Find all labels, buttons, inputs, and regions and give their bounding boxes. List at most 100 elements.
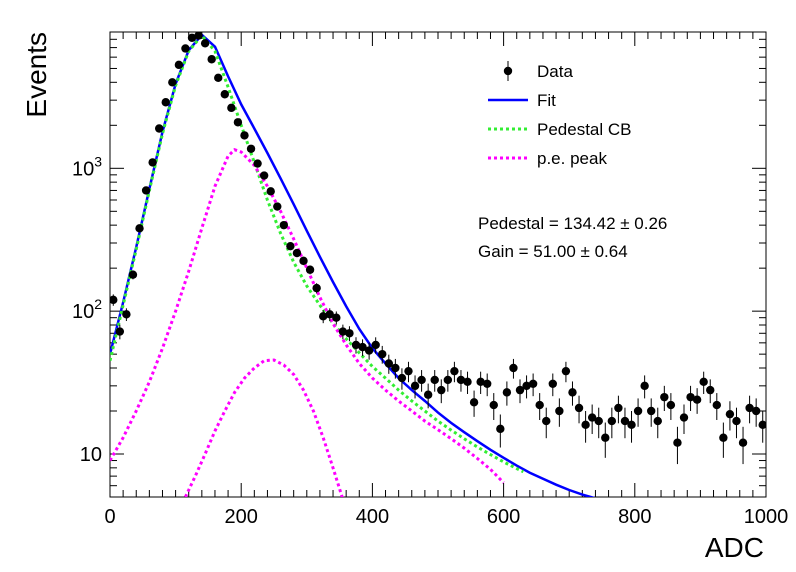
data-point	[364, 346, 374, 355]
series-line-pe-peak-2	[184, 358, 344, 497]
data-point	[456, 375, 466, 385]
data-point	[633, 406, 643, 416]
data-point	[647, 406, 656, 416]
data-point	[653, 416, 662, 426]
data-point	[384, 359, 393, 368]
gain-annotation: Gain = 51.00 ± 0.64	[478, 242, 628, 261]
data-point	[299, 256, 308, 266]
data-point	[738, 438, 748, 447]
data-point	[706, 385, 715, 395]
data-point	[686, 392, 695, 402]
data-point	[273, 202, 282, 211]
data-point	[555, 406, 564, 416]
data-point	[581, 420, 590, 430]
data-point	[719, 433, 728, 442]
data-point	[404, 366, 413, 376]
x-tick-label: 200	[225, 506, 258, 528]
data-point	[620, 416, 630, 426]
data-point	[410, 381, 420, 391]
data-point	[200, 39, 210, 48]
data-point	[574, 403, 584, 413]
data-point	[561, 366, 571, 376]
legend-marker	[503, 66, 513, 76]
data-point	[312, 283, 321, 293]
axis-ticks	[109, 31, 767, 498]
data-point	[371, 340, 380, 350]
data-point	[483, 379, 492, 389]
data-point	[128, 270, 138, 279]
data-point	[358, 342, 367, 352]
data-point	[155, 124, 164, 133]
data-point	[122, 310, 131, 319]
x-axis-title: ADC	[705, 532, 764, 563]
data-point	[725, 409, 735, 419]
data-point	[253, 159, 262, 168]
x-tick-label: 0	[104, 506, 115, 528]
data-point	[220, 90, 229, 99]
data-point	[378, 349, 387, 359]
data-point	[279, 220, 289, 230]
pedestal-annotation: Pedestal = 134.42 ± 0.26	[478, 214, 667, 233]
data-point	[305, 265, 315, 274]
data-point	[692, 395, 702, 404]
data-point	[732, 416, 741, 426]
data-point	[286, 241, 295, 251]
data-point	[325, 310, 334, 319]
data-point	[699, 377, 708, 387]
x-tick-label: 800	[618, 506, 651, 528]
data-point	[181, 44, 190, 53]
data-point	[246, 144, 256, 153]
data-point	[535, 400, 544, 410]
data-point	[148, 158, 157, 167]
data-point	[338, 327, 348, 336]
data-point	[489, 400, 498, 410]
data-point	[319, 312, 328, 321]
y-tick-label: 103	[72, 153, 102, 180]
y-axis-title: Events	[21, 32, 52, 118]
data-point	[443, 375, 453, 385]
x-tick-label: 600	[487, 506, 520, 528]
legend-label: Fit	[537, 91, 556, 110]
data-point	[391, 363, 400, 373]
data-point	[135, 224, 144, 233]
data-point	[548, 379, 557, 389]
data-point	[476, 377, 485, 387]
data-point	[141, 186, 151, 195]
data-point	[601, 433, 610, 442]
data-point	[240, 131, 249, 140]
data-point	[214, 73, 223, 83]
data-point	[174, 60, 184, 70]
legend-entry: Fit	[488, 91, 556, 110]
data-point	[627, 420, 636, 430]
y-tick-label: 102	[72, 296, 102, 323]
series-line-p-e-peak	[110, 147, 505, 484]
data-point	[528, 379, 538, 389]
data-point	[496, 424, 505, 434]
data-point	[509, 363, 518, 373]
data-point	[292, 248, 302, 258]
data-point	[679, 413, 689, 422]
legend-entry: p.e. peak	[488, 149, 607, 168]
data-point	[233, 118, 243, 127]
y-tick-label: 10	[80, 444, 102, 466]
data-point	[515, 385, 525, 395]
data-point	[673, 438, 682, 447]
data-point	[161, 98, 170, 107]
data-point	[437, 385, 446, 395]
data-point	[351, 340, 361, 350]
data-point	[417, 375, 426, 385]
data-point	[115, 327, 125, 336]
data-point	[712, 400, 721, 410]
legend-label: p.e. peak	[537, 149, 607, 168]
x-tick-label: 400	[356, 506, 389, 528]
data-point	[614, 403, 623, 413]
data-point	[469, 398, 479, 407]
data-point	[332, 313, 341, 322]
data-point	[259, 171, 269, 180]
x-tick-labels: 0 200 400 600 800 1000	[104, 506, 788, 528]
data-series	[110, 32, 766, 497]
plot-frame	[109, 31, 767, 498]
data-point	[423, 390, 433, 399]
data-point	[522, 381, 531, 391]
data-point	[430, 375, 439, 385]
